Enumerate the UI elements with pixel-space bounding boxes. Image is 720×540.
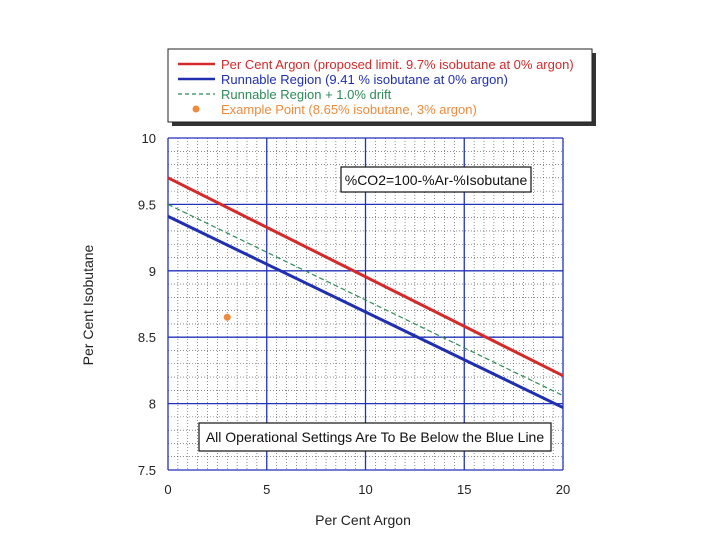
x-tick-label: 15 xyxy=(457,482,471,497)
example-point-0 xyxy=(223,313,231,321)
formula-annotation-text: %CO2=100-%Ar-%Isobutane xyxy=(345,172,528,188)
y-axis-label: Per Cent Isobutane xyxy=(80,244,96,365)
x-tick-label: 20 xyxy=(556,482,570,497)
legend-box xyxy=(167,48,593,123)
y-tick-label: 9 xyxy=(149,264,156,279)
legend: Per Cent Argon (proposed limit. 9.7% iso… xyxy=(167,48,596,126)
legend-label-1: Runnable Region (9.41 % isobutane at 0% … xyxy=(221,72,508,87)
y-tick-label: 8 xyxy=(149,397,156,412)
y-tick-label: 8.5 xyxy=(138,330,156,345)
y-tick-label: 7.5 xyxy=(138,463,156,478)
formula-annotation-box xyxy=(340,166,532,193)
series-line-2 xyxy=(167,203,564,397)
x-tick-label: 10 xyxy=(358,482,372,497)
blue-line-note: All Operational Settings Are To Be Below… xyxy=(198,422,552,452)
blue-line-note-box xyxy=(198,422,552,452)
x-axis-label: Per Cent Argon xyxy=(315,512,411,528)
legend-point-swatch-0 xyxy=(192,105,200,113)
y-tick-label: 10 xyxy=(142,131,156,146)
blue-line-note-text: All Operational Settings Are To Be Below… xyxy=(206,429,544,445)
x-tick-label: 5 xyxy=(263,482,270,497)
x-tick-label: 0 xyxy=(164,482,171,497)
series-line-1 xyxy=(167,215,564,409)
plot-series xyxy=(167,176,564,409)
legend-label-0: Per Cent Argon (proposed limit. 9.7% iso… xyxy=(221,57,574,72)
formula-annotation: %CO2=100-%Ar-%Isobutane xyxy=(340,166,532,193)
y-tick-label: 9.5 xyxy=(138,197,156,212)
legend-point-label-0: Example Point (8.65% isobutane, 3% argon… xyxy=(221,102,477,117)
axis-ticks: 0 5 10 15 20 7.5 8 8.5 9 9.5 10 xyxy=(138,131,570,497)
series-line-0 xyxy=(167,176,564,378)
legend-label-2: Runnable Region + 1.0% drift xyxy=(221,87,392,102)
grid xyxy=(167,137,564,471)
